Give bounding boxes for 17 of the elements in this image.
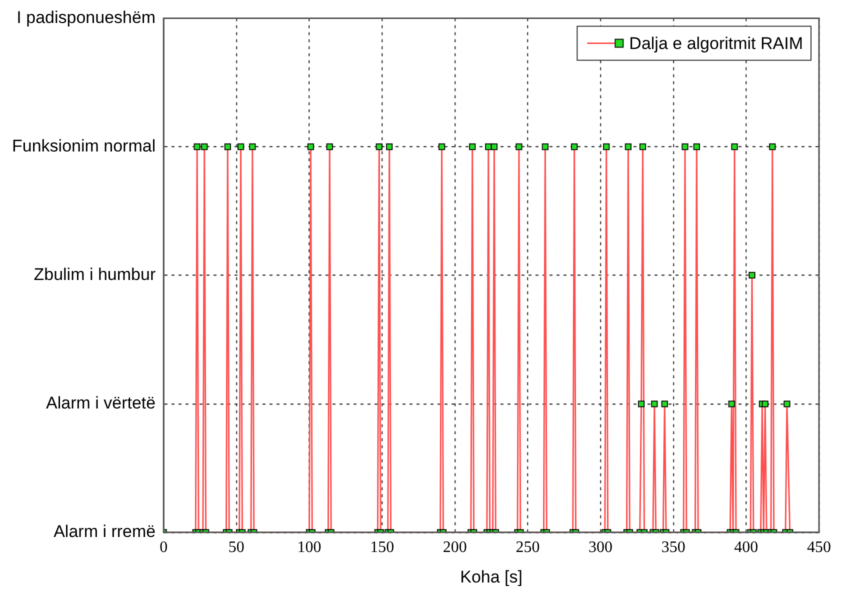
x-axis-title: Koha [s] (460, 567, 522, 586)
x-tick-label: 250 (516, 539, 540, 556)
category-label: Alarm i vërtetë (46, 394, 156, 413)
x-tick-label: 150 (370, 539, 394, 556)
x-tick-label: 300 (588, 539, 613, 556)
x-tick-label: 0 (160, 539, 168, 556)
category-label: I padisponueshëm (16, 8, 156, 27)
category-label: Zbulim i humbur (34, 264, 156, 284)
x-tick-label: 100 (297, 539, 322, 556)
category-label: Alarm i rremë (54, 522, 156, 542)
legend-label: Dalja e algoritmit RAIM (629, 34, 803, 53)
x-tick-label: 400 (734, 539, 758, 556)
category-label: Funksionim normal (12, 136, 156, 156)
x-tick-label: 350 (661, 539, 686, 556)
x-tick-label: 200 (442, 539, 467, 556)
x-tick-label: 450 (807, 539, 831, 556)
x-tick-label: 50 (228, 539, 244, 556)
